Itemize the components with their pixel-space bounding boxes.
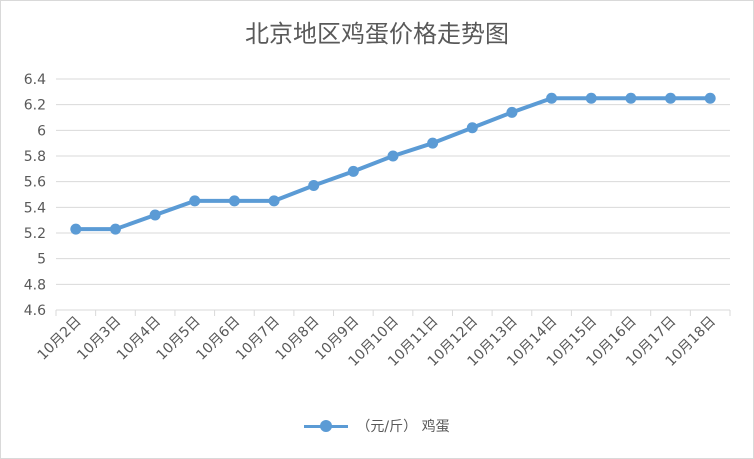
data-point [189,195,201,207]
data-point [308,180,320,192]
data-point [228,195,240,207]
y-tick-label: 5 [37,252,46,268]
data-point [109,223,121,235]
y-tick-label: 5.2 [24,226,46,242]
y-tick-label: 5.6 [24,175,46,191]
y-tick-label: 5.8 [24,149,46,165]
data-point [546,92,558,104]
y-tick-label: 6.2 [24,98,46,114]
y-tick-label: 6.4 [24,72,46,88]
data-point [585,92,597,104]
data-point [704,92,716,104]
data-point [506,106,518,118]
data-point [387,150,399,162]
data-point [427,137,439,149]
series-line [73,96,713,232]
legend-marker [304,419,349,433]
y-tick-label: 5.4 [24,200,46,216]
data-point [70,223,82,235]
legend: （元/斤） 鸡蛋 [0,416,754,436]
data-point [347,165,359,177]
legend-label: （元/斤） 鸡蛋 [356,419,450,435]
data-point [665,92,677,104]
y-tick-label: 6 [37,123,46,139]
data-point [625,92,637,104]
data-point [149,209,161,221]
y-tick-label: 4.6 [24,303,46,319]
data-point [268,195,280,207]
chart-title: 北京地区鸡蛋价格走势图 [245,20,509,48]
data-point [466,122,478,134]
y-tick-label: 4.8 [24,277,46,293]
